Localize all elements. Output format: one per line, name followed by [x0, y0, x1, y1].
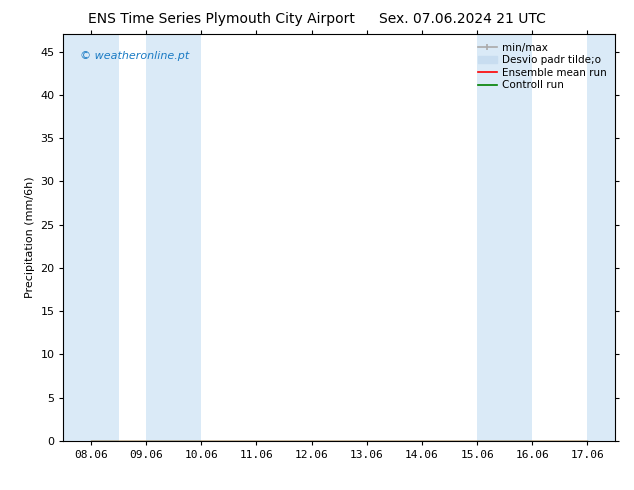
Text: Sex. 07.06.2024 21 UTC: Sex. 07.06.2024 21 UTC [379, 12, 547, 26]
Bar [477, 34, 533, 441]
Text: ENS Time Series Plymouth City Airport: ENS Time Series Plymouth City Airport [89, 12, 355, 26]
Y-axis label: Precipitation (mm/6h): Precipitation (mm/6h) [25, 177, 35, 298]
Bar [588, 34, 615, 441]
Bar [63, 34, 119, 441]
Text: © weatheronline.pt: © weatheronline.pt [80, 50, 189, 61]
Bar [146, 34, 202, 441]
Legend: min/max, Desvio padr tilde;o, Ensemble mean run, Controll run: min/max, Desvio padr tilde;o, Ensemble m… [475, 40, 610, 94]
